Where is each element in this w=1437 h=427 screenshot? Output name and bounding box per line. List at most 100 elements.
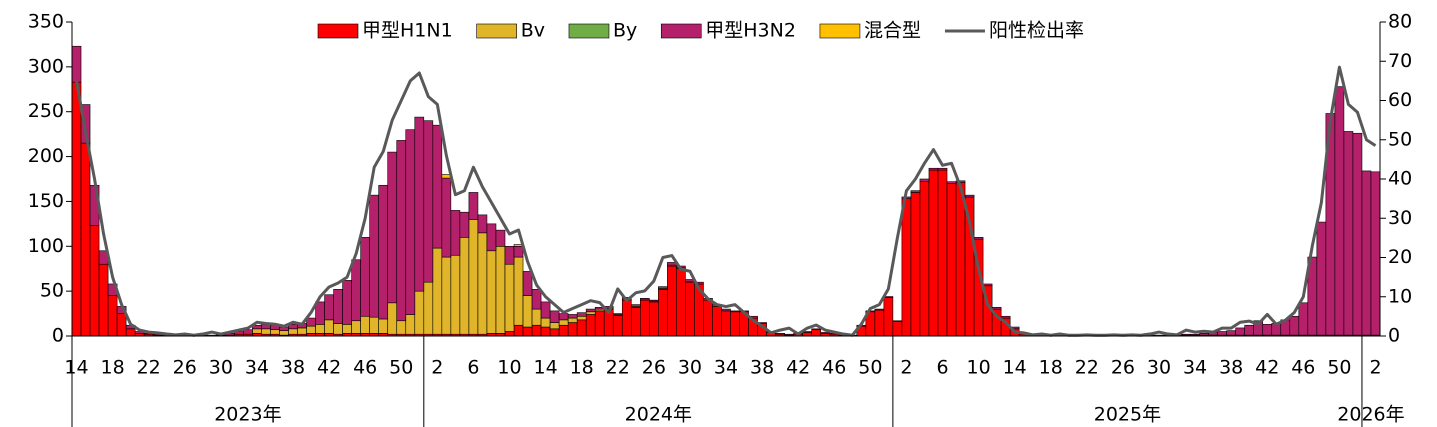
bar-segment	[892, 320, 903, 322]
bar-segment	[342, 324, 352, 334]
x-tick-label: 2	[431, 357, 443, 379]
y-tick-label: 300	[28, 55, 64, 77]
bar-segment	[405, 314, 416, 335]
bar-segment	[585, 308, 596, 313]
bar-segment	[630, 304, 641, 307]
bar-segment	[1244, 324, 1255, 336]
legend-label: 甲型H3N2	[705, 20, 796, 42]
bar-segment	[703, 299, 713, 337]
bar-segment	[450, 254, 461, 335]
bar-segment	[1316, 221, 1327, 336]
bar-segment	[982, 283, 993, 287]
bar-segment	[640, 299, 650, 337]
bar-segment	[955, 182, 966, 337]
bar-segment	[116, 313, 127, 337]
bar-segment	[820, 332, 831, 334]
bar-segment	[811, 329, 822, 337]
bar-segment	[1000, 315, 1011, 319]
bar-segment	[649, 299, 659, 302]
bar-segment	[1361, 170, 1372, 336]
bar-segment	[919, 181, 930, 337]
bar-segment	[396, 140, 407, 322]
bar-segment	[712, 306, 722, 337]
x-tick-label: 2	[900, 357, 912, 379]
legend-swatch	[317, 23, 359, 39]
x-tick-label: 34	[1183, 357, 1207, 379]
bar-segment	[685, 281, 695, 337]
x-tick-label: 2	[1369, 357, 1381, 379]
bar-segment	[937, 169, 948, 337]
x-tick-label: 30	[209, 357, 233, 379]
bar-segment	[585, 311, 596, 315]
bar-segment	[1199, 333, 1209, 336]
bar-segment	[621, 299, 632, 337]
bar-segment	[1181, 333, 1191, 336]
bar-segment	[513, 256, 524, 326]
y2-tick-label: 60	[1388, 89, 1412, 111]
bar-segment	[721, 308, 731, 312]
x-tick-label: 6	[467, 357, 479, 379]
bar-segment	[775, 333, 785, 335]
bar-segment	[558, 313, 569, 321]
bar-segment	[1190, 333, 1200, 336]
bar-segment	[567, 317, 578, 323]
bar-segment	[324, 294, 334, 321]
bar-segment	[594, 310, 605, 337]
x-tick-label: 46	[822, 357, 846, 379]
bar-segment	[414, 116, 425, 292]
x-tick-label: 18	[1039, 357, 1063, 379]
bar-segment	[576, 315, 587, 321]
bar-segment	[630, 306, 641, 337]
x-tick-label: 42	[786, 357, 810, 379]
y-tick-label: 250	[28, 100, 64, 122]
bar-segment	[342, 280, 352, 325]
y-tick-label: 150	[28, 190, 64, 212]
bar-segment	[369, 194, 380, 318]
bar-segment	[432, 124, 443, 249]
bar-segment	[676, 268, 686, 337]
bar-segment	[450, 210, 461, 256]
bar-segment	[784, 333, 794, 336]
bar-segment	[80, 142, 91, 337]
y2-tick-label: 50	[1388, 128, 1412, 150]
bar-segment	[811, 328, 822, 331]
bar-segment	[522, 271, 533, 296]
bar-segment	[125, 328, 136, 337]
x-tick-label: 26	[1111, 357, 1135, 379]
bar-segment	[721, 310, 731, 337]
bar-segment	[378, 184, 389, 320]
bar-segment	[351, 320, 361, 334]
legend-label: By	[613, 20, 637, 42]
bar-segment	[1262, 324, 1273, 336]
x-tick-label: 30	[678, 357, 702, 379]
bar-segment	[89, 225, 100, 337]
bar-segment	[937, 167, 948, 171]
bar-segment	[468, 219, 479, 335]
bar-segment	[414, 290, 425, 335]
x-tick-label: 30	[1147, 357, 1171, 379]
x-tick-label: 10	[966, 357, 990, 379]
bar-segment	[306, 317, 316, 327]
x-tick-label: 14	[64, 357, 88, 379]
x-tick-label: 18	[570, 357, 594, 379]
bar-segment	[441, 177, 452, 258]
bar-segment	[423, 281, 434, 335]
y-tick-label: 50	[40, 280, 64, 302]
bar-segment	[252, 328, 262, 334]
y2-tick-label: 20	[1388, 246, 1412, 268]
y2-tick-label: 40	[1388, 168, 1412, 190]
y2-tick-label: 80	[1388, 11, 1412, 33]
legend-swatch	[660, 23, 702, 39]
bar-segment	[1334, 86, 1345, 336]
legend-swatch	[476, 23, 517, 39]
bar-segment	[919, 178, 930, 182]
x-tick-label: 10	[497, 357, 521, 379]
bar-segment	[369, 316, 380, 334]
bar-segment	[946, 181, 957, 184]
bar-segment	[892, 321, 903, 337]
bar-segment	[955, 180, 966, 183]
bar-segment	[459, 211, 470, 238]
bar-segment	[504, 245, 515, 265]
